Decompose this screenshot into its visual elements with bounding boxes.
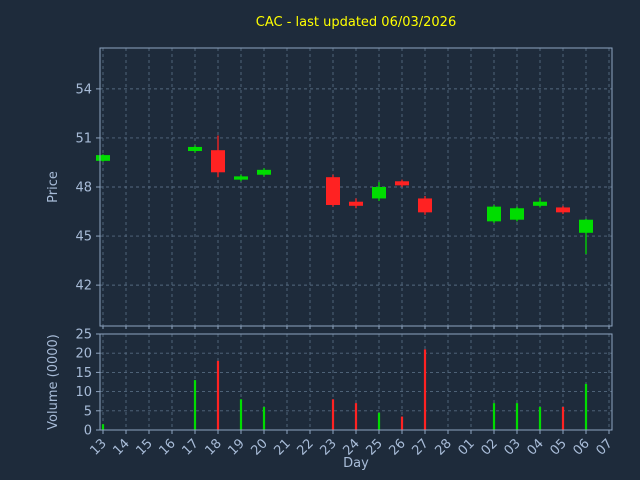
candle-body	[188, 146, 202, 152]
price-tick-label: 51	[75, 131, 92, 146]
volume-tick-label: 0	[84, 424, 92, 439]
candle-body	[326, 177, 340, 205]
candle-body	[96, 155, 110, 161]
candle-body	[349, 201, 363, 206]
candle-body	[372, 187, 386, 199]
candle-body	[395, 181, 409, 186]
candle-body	[510, 208, 524, 220]
volume-axis-label: Volume (0000)	[46, 334, 61, 430]
volume-tick-label: 20	[75, 347, 92, 362]
volume-tick-label: 5	[84, 404, 92, 419]
price-tick-label: 42	[75, 279, 92, 294]
price-tick-label: 54	[75, 82, 92, 97]
candle-body	[211, 150, 225, 173]
volume-tick-label: 10	[75, 385, 92, 400]
candle-body	[533, 201, 547, 206]
candle-body	[556, 207, 570, 213]
price-axis-label: Price	[46, 171, 61, 203]
candle-body	[234, 176, 248, 180]
candle-body	[418, 198, 432, 213]
day-axis-label: Day	[343, 456, 369, 471]
volume-tick-label: 25	[75, 328, 92, 343]
candle-body	[487, 206, 501, 222]
chart-series	[96, 135, 593, 430]
volume-tick-label: 15	[75, 366, 92, 381]
candle-body	[579, 219, 593, 233]
chart-title: CAC - last updated 06/03/2026	[256, 15, 456, 30]
price-tick-label: 45	[75, 230, 92, 245]
candle-body	[257, 169, 271, 175]
axes-frame	[96, 47, 613, 434]
price-tick-label: 48	[75, 181, 92, 196]
